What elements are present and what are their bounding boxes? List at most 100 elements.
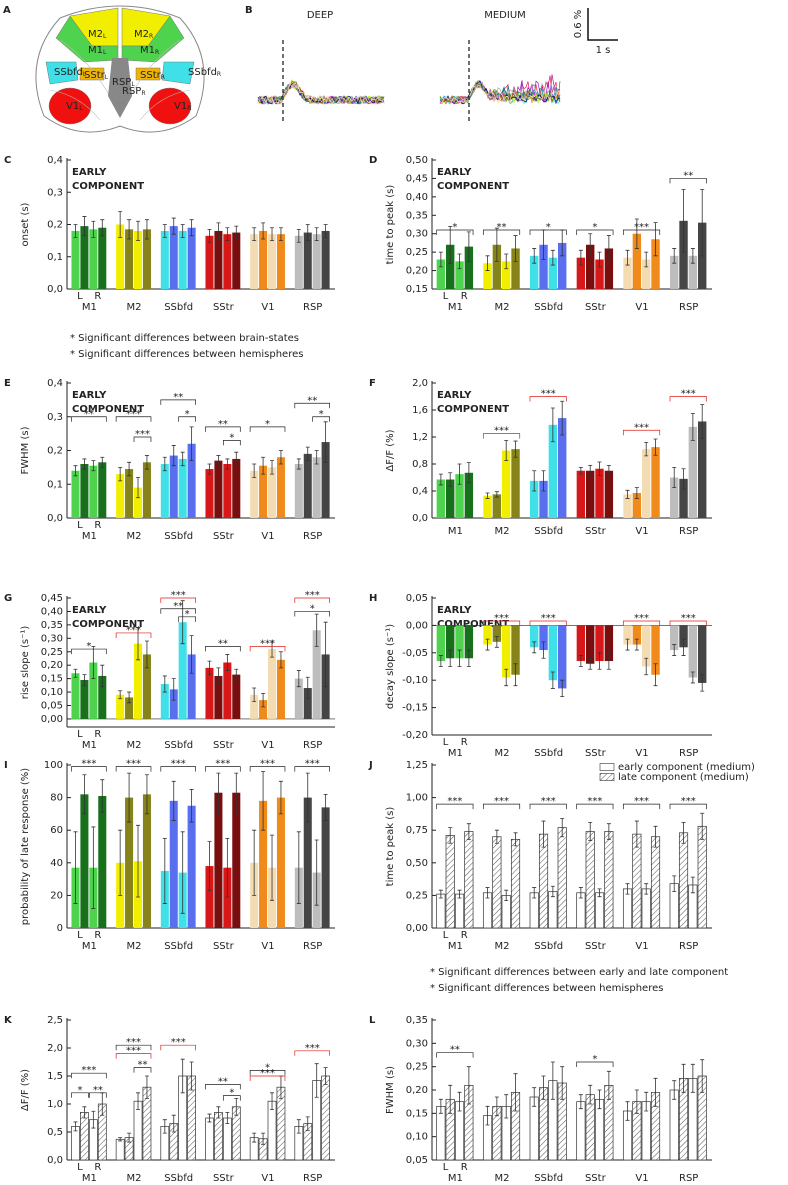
- sig-stars: ***: [126, 1037, 141, 1048]
- panel-letter: I: [4, 760, 8, 771]
- error-bar: [578, 887, 583, 899]
- y-tick-label: 0,25: [406, 1062, 428, 1073]
- error-bar: [513, 440, 518, 458]
- sig-stars: **: [450, 1045, 460, 1056]
- error-bar: [278, 450, 283, 465]
- error-bar: [448, 827, 453, 844]
- side-label: L: [77, 291, 83, 302]
- bar: [214, 792, 223, 928]
- error-bar: [82, 458, 87, 470]
- y-tick-label: 0,30: [406, 229, 428, 240]
- error-bar: [144, 774, 149, 815]
- error-bar: [73, 668, 78, 678]
- bar: [557, 827, 567, 929]
- sig-bracket: [576, 1061, 614, 1067]
- y-tick-label: 0,00: [41, 714, 63, 725]
- error-bar: [560, 1066, 565, 1100]
- error-bar: [162, 837, 167, 904]
- sig-bracket: [249, 1070, 286, 1076]
- error-bar: [625, 883, 630, 895]
- error-bar: [578, 466, 583, 475]
- y-tick-label: 2,5: [47, 1015, 63, 1026]
- bar: [492, 625, 502, 642]
- error-bar: [73, 465, 78, 477]
- error-bar: [234, 451, 239, 467]
- region-side: L: [83, 71, 87, 78]
- bar: [116, 694, 125, 719]
- error-bar: [180, 600, 185, 645]
- bar: [125, 229, 134, 289]
- error-bar: [314, 227, 319, 242]
- y-tick-label: 0,10: [406, 1132, 428, 1143]
- region-side: L: [103, 49, 107, 56]
- x-tick-label: V1: [635, 748, 648, 759]
- bar: [502, 261, 511, 289]
- bar: [622, 888, 633, 929]
- x-tick-label: RSP: [303, 740, 322, 751]
- x-tick-label: SStr: [585, 941, 607, 952]
- bar: [89, 465, 98, 518]
- sig-stars: ***: [171, 1037, 186, 1048]
- bar: [669, 1089, 679, 1161]
- sig-bracket: [205, 1084, 241, 1090]
- bar: [604, 831, 614, 929]
- bar: [464, 625, 474, 659]
- bar: [586, 470, 595, 518]
- bar: [455, 261, 464, 289]
- error-bar: [513, 235, 518, 262]
- panel-letter: J: [368, 760, 373, 771]
- error-bar: [296, 458, 301, 470]
- bar: [142, 654, 151, 719]
- bar: [558, 418, 567, 518]
- bar: [312, 457, 321, 518]
- sig-bracket: [222, 1095, 241, 1101]
- sig-stars: ***: [126, 1046, 141, 1057]
- error-bar: [118, 690, 123, 700]
- sig-stars: *: [546, 222, 551, 233]
- error-bar: [171, 678, 176, 701]
- bar: [134, 487, 143, 518]
- error-bar: [323, 793, 328, 821]
- sig-stars: ***: [681, 389, 696, 400]
- sig-stars: *: [185, 409, 190, 420]
- error-bar: [700, 812, 705, 840]
- sig-stars: ***: [81, 759, 96, 770]
- inset-title: EARLY: [72, 605, 107, 616]
- x-tick-label: M1: [448, 748, 463, 759]
- error-bar: [278, 780, 283, 815]
- error-bar: [532, 641, 537, 654]
- bar: [312, 630, 321, 719]
- bar: [623, 257, 632, 289]
- error-bar: [82, 216, 87, 237]
- y-tick-label: 1,6: [412, 405, 428, 416]
- error-bar: [207, 463, 212, 475]
- y-tick-label: 1,5: [47, 1071, 63, 1082]
- error-bar: [189, 426, 194, 462]
- bar: [205, 866, 214, 928]
- error-bar: [438, 655, 443, 667]
- bar: [632, 833, 642, 929]
- sig-stars: ***: [260, 1068, 275, 1079]
- error-bar: [504, 889, 509, 902]
- error-bar: [513, 663, 518, 687]
- region-side: R: [187, 105, 191, 112]
- bar: [125, 697, 134, 719]
- bar: [642, 259, 651, 289]
- bar: [268, 649, 277, 719]
- sig-stars: **: [307, 395, 317, 406]
- sig-bracket: [115, 1044, 152, 1051]
- x-tick-label: M2: [495, 302, 510, 313]
- bar: [250, 694, 259, 719]
- bar: [651, 625, 660, 675]
- x-tick-label: SSbfd: [164, 531, 193, 542]
- bar: [205, 235, 214, 289]
- error-bar: [644, 251, 649, 268]
- sig-bracket: [529, 803, 567, 810]
- error-bar: [681, 1063, 686, 1093]
- sig-stars: **: [173, 601, 183, 612]
- bar: [169, 689, 178, 719]
- error-bar: [494, 635, 499, 648]
- x-tick-label: V1: [261, 1173, 274, 1184]
- bar: [134, 643, 143, 719]
- bar: [595, 625, 604, 662]
